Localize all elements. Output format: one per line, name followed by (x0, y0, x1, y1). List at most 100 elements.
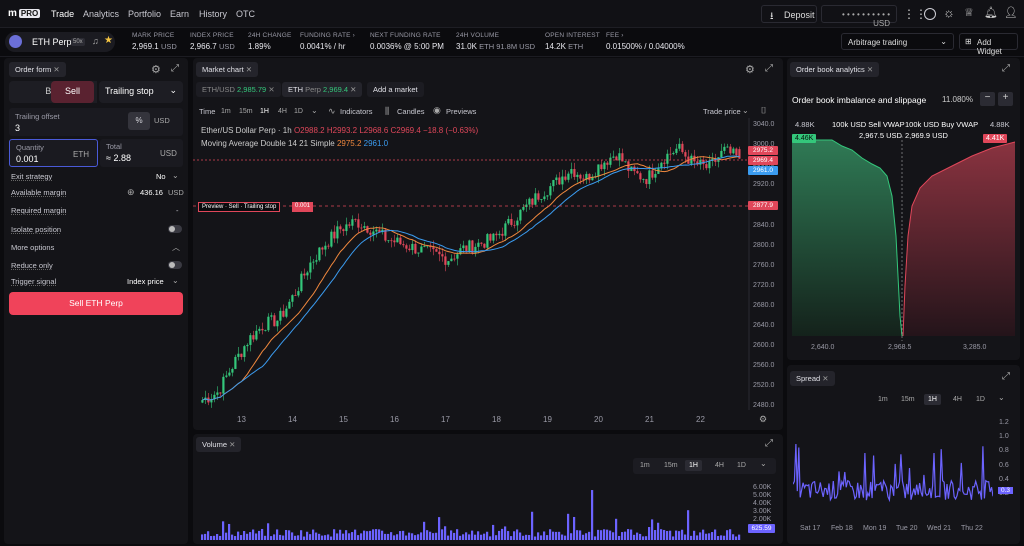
apps-grid-icon[interactable]: ⋮⋮ (903, 7, 927, 21)
price-y-tick: 2680.0 (753, 301, 775, 309)
unit-usd-toggle[interactable]: USD (154, 116, 170, 125)
layout-select[interactable]: Arbitrage trading ⌄ (841, 33, 954, 50)
volume-bar (357, 535, 360, 540)
add-widget-button[interactable]: ⊞ Add Widget (959, 33, 1018, 56)
help-icon[interactable] (924, 8, 936, 20)
depth-chart-svg[interactable] (792, 136, 1015, 341)
volume-bar (516, 529, 519, 540)
camera-icon[interactable]: ⌷ (761, 105, 767, 115)
close-icon[interactable]: ✕ (245, 65, 253, 74)
nav-earn[interactable]: Earn (170, 9, 190, 19)
nav-portfolio[interactable]: Portfolio (128, 9, 162, 19)
previews-button[interactable]: Previews (446, 107, 477, 116)
expand-icon[interactable]: ⤢ (1002, 63, 1010, 74)
unit-percent-toggle[interactable]: % (128, 112, 150, 130)
chevron-up-icon[interactable]: ︿ (172, 243, 180, 252)
candle-body (549, 186, 552, 196)
deposit-button[interactable]: ⭳ Deposit (761, 5, 817, 23)
timeframe-1h[interactable]: 1H (260, 108, 269, 115)
stat-funding-rate[interactable]: FUNDING RATE › 0.0041% / hr (300, 32, 355, 51)
sell-vwap-label: 100k USD Sell VWAP (832, 120, 905, 129)
expand-icon[interactable]: ⤢ (171, 63, 179, 74)
timeframe-4h[interactable]: 4H (953, 396, 962, 403)
timeframe-15m[interactable]: 15m (901, 396, 915, 403)
reduce-only-toggle[interactable] (168, 261, 182, 269)
timeframe-15m[interactable]: 15m (664, 462, 678, 469)
volume-bar (567, 513, 570, 540)
market-tab-ethusd[interactable]: ETH/USD 2,985.79 ✕ (196, 82, 281, 97)
timeframe-15m[interactable]: 15m (239, 108, 253, 115)
trade-price-select[interactable]: Trade price (703, 107, 741, 116)
indicators-button[interactable]: Indicators (340, 107, 373, 116)
more-options-toggle[interactable]: More options (11, 243, 55, 252)
market-chart-tab[interactable]: Market chart ✕ (196, 62, 259, 77)
orderbook-analytics-tab[interactable]: Order book analytics ✕ (790, 62, 880, 77)
trophy-icon[interactable]: ♕ (964, 7, 974, 19)
order-type-select[interactable]: Trailing stop ⌄ (99, 81, 183, 103)
logo[interactable]: m PRO (8, 8, 41, 20)
nav-history[interactable]: History (199, 9, 228, 19)
market-tab-eth-perp[interactable]: ETH Perp 2,969.4 ✕ (282, 82, 363, 97)
expand-icon[interactable]: ⤢ (1002, 371, 1010, 382)
exit-strategy-select[interactable]: No (156, 172, 166, 181)
total-field[interactable]: Total ≈ 2.88 USD (100, 139, 183, 167)
price-chart-svg[interactable] (193, 118, 783, 430)
star-icon[interactable]: ★ (104, 35, 113, 46)
user-icon[interactable]: 👤︎ (1004, 7, 1018, 19)
close-icon[interactable]: ✕ (350, 85, 357, 94)
timeframe-1d[interactable]: 1D (737, 462, 746, 469)
nav-trade[interactable]: Trade (51, 9, 75, 19)
price-y-tick: 2640.0 (753, 322, 775, 329)
spread-tab[interactable]: Spread ✕ (790, 371, 835, 386)
timeframe-1d[interactable]: 1D (294, 108, 303, 115)
expand-icon[interactable]: ⤢ (765, 438, 773, 449)
chevron-down-icon[interactable]: ⌄ (998, 393, 1005, 402)
timeframe-1m[interactable]: 1m (878, 396, 888, 403)
preview-order-tag[interactable]: Preview · Sell · Trailing stop (198, 202, 281, 212)
trailing-offset-field[interactable]: Trailing offset 3 % USD (9, 108, 183, 136)
close-icon[interactable]: ✕ (229, 440, 236, 449)
close-icon[interactable]: ✕ (866, 65, 874, 74)
add-margin-icon[interactable]: ⊕ (127, 187, 135, 197)
zoom-out-button[interactable]: − (980, 92, 995, 106)
bell-outline-icon[interactable]: ♫ (92, 36, 99, 46)
candles-button[interactable]: Candles (397, 107, 425, 116)
timeframe-4h[interactable]: 4H (278, 108, 287, 115)
submit-sell-button[interactable]: Sell ETH Perp (9, 292, 183, 315)
sell-tab[interactable]: Sell (51, 81, 94, 103)
timeframe-1m[interactable]: 1m (640, 462, 650, 469)
volume-bar (408, 532, 411, 540)
settings-gear-icon[interactable]: ⚙ (151, 64, 161, 76)
close-icon[interactable]: ✕ (268, 85, 275, 94)
timeframe-1h[interactable]: 1H (924, 394, 941, 405)
account-balance[interactable]: • • • • • • • • • • USD (821, 5, 897, 28)
theme-sun-icon[interactable]: ☼ (943, 5, 955, 20)
expand-icon[interactable]: ⤢ (765, 63, 773, 74)
volume-bar (447, 535, 450, 540)
bell-icon[interactable]: 🔔︎ (984, 7, 998, 19)
volume-tab[interactable]: Volume ✕ (196, 437, 242, 452)
add-market-button[interactable]: Add a market (367, 82, 424, 97)
nav-analytics[interactable]: Analytics (83, 9, 120, 19)
timeframe-4h[interactable]: 4H (715, 462, 724, 469)
close-icon[interactable]: ✕ (53, 65, 60, 74)
chevron-down-icon[interactable]: ⌄ (311, 106, 318, 115)
close-icon[interactable]: ✕ (822, 374, 829, 383)
timeframe-1h[interactable]: 1H (685, 460, 702, 471)
timeframe-1m[interactable]: 1m (221, 108, 231, 115)
order-form-tab[interactable]: Order form ✕ (9, 62, 66, 77)
stat-fee[interactable]: FEE › 0.01500% / 0.04000% (606, 32, 685, 51)
candle-body (381, 229, 384, 233)
quantity-field[interactable]: Quantity 0.001 ETH (9, 139, 98, 167)
nav-otc[interactable]: OTC (236, 9, 255, 19)
settings-gear-icon[interactable]: ⚙ (745, 64, 755, 76)
chevron-down-icon[interactable]: ⌄ (760, 459, 767, 468)
stat-label: 24H CHANGE (248, 32, 292, 39)
isolate-position-toggle[interactable] (168, 225, 182, 233)
trigger-signal-select[interactable]: Index price (127, 277, 164, 286)
timeframe-1d[interactable]: 1D (976, 396, 985, 403)
zoom-in-button[interactable]: + (998, 92, 1013, 106)
volume-bar (321, 535, 324, 540)
chart-settings-icon[interactable]: ⚙ (759, 414, 768, 424)
market-selector[interactable]: ETH Perp 50x ♫ ★ (5, 32, 115, 52)
